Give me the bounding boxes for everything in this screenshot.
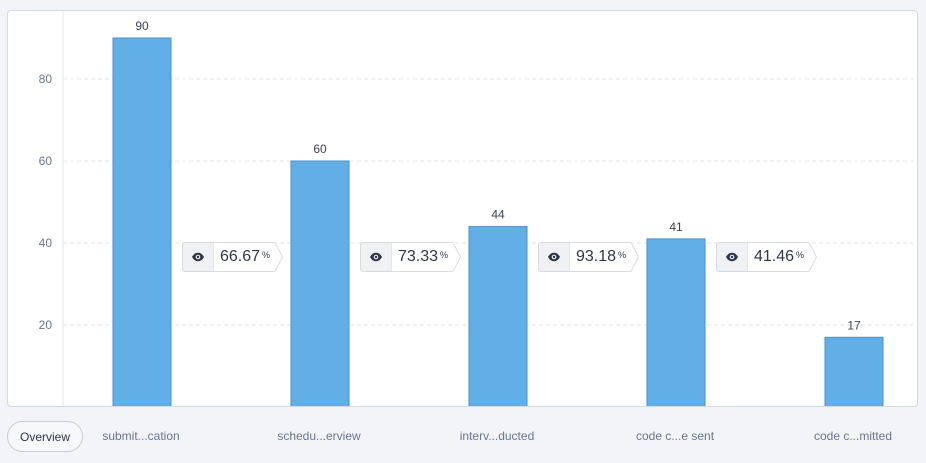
eye-icon[interactable] xyxy=(182,242,213,272)
conversion-value: 73.33 xyxy=(398,248,439,265)
conversion-rate: 66.67% xyxy=(213,242,273,272)
bar xyxy=(290,160,350,406)
chart-panel: 20 40 60 80 90 60 44 41 17 66.67% 73.33% 93.18% 41.… xyxy=(7,10,918,407)
conversion-value: 41.46 xyxy=(754,248,795,265)
bar-chart: 20 40 60 80 90 60 44 41 17 xyxy=(39,11,913,406)
conversion-badge[interactable]: 41.46% xyxy=(716,242,818,272)
conversion-badge[interactable]: 93.18% xyxy=(538,242,640,272)
bar xyxy=(112,37,172,406)
x-tick-label: schedu...erview xyxy=(277,429,361,443)
x-tick-label: code c...e sent xyxy=(635,429,715,443)
conversion-rate: 73.33% xyxy=(391,242,451,272)
conversion-unit: % xyxy=(262,250,271,260)
data-label: 90 xyxy=(135,19,149,33)
conversion-unit: % xyxy=(618,250,627,260)
badge-arrow xyxy=(628,242,640,272)
overview-button[interactable]: Overview xyxy=(7,421,83,452)
eye-icon[interactable] xyxy=(538,242,569,272)
conversion-value: 66.67 xyxy=(220,248,261,265)
y-tick-label: 20 xyxy=(39,318,53,332)
data-label: 44 xyxy=(491,208,505,222)
bar xyxy=(824,336,884,406)
x-tick-label: submit...cation xyxy=(102,429,180,443)
conversion-rate: 93.18% xyxy=(569,242,629,272)
data-label: 41 xyxy=(669,220,683,234)
x-tick-label: code c...mitted xyxy=(813,429,893,443)
y-tick-label: 40 xyxy=(39,236,53,250)
y-tick-label: 60 xyxy=(39,154,53,168)
eye-icon[interactable] xyxy=(716,242,747,272)
eye-icon[interactable] xyxy=(360,242,391,272)
x-tick-label: interv...ducted xyxy=(459,429,535,443)
y-tick-label: 80 xyxy=(39,72,53,86)
conversion-value: 93.18 xyxy=(576,248,617,265)
conversion-rate: 41.46% xyxy=(747,242,807,272)
badge-arrow xyxy=(450,242,462,272)
conversion-unit: % xyxy=(440,250,449,260)
conversion-badge[interactable]: 73.33% xyxy=(360,242,462,272)
bar xyxy=(646,238,706,406)
badge-arrow xyxy=(272,242,284,272)
conversion-unit: % xyxy=(796,250,805,260)
data-label: 17 xyxy=(847,318,861,332)
data-label: 60 xyxy=(313,142,327,156)
badge-arrow xyxy=(806,242,818,272)
conversion-badge[interactable]: 66.67% xyxy=(182,242,284,272)
bar xyxy=(468,226,528,406)
